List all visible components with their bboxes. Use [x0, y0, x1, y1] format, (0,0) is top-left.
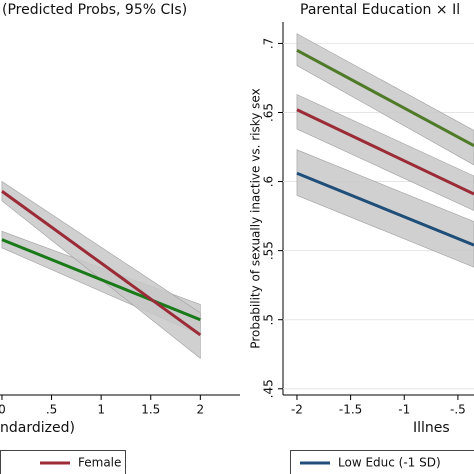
series-line [1, 190, 202, 337]
chart-title: Parental Education × Il [300, 2, 460, 18]
x-tick-label: .5 [46, 403, 57, 417]
plot-area [1, 181, 202, 360]
series-line [296, 108, 474, 196]
series-line [1, 238, 201, 322]
legend-label: Low Educ (-1 SD) [338, 456, 441, 470]
x-axis-label: ndardized) [0, 420, 75, 436]
series-line [296, 171, 474, 247]
ci-band [1, 181, 201, 360]
y-tick-label: .65 [262, 103, 276, 122]
y-tick-label: .55 [262, 241, 276, 260]
y-axis-label: Probability of sexually inactive vs. ris… [249, 88, 263, 348]
y-tick-label: .45 [262, 379, 276, 398]
x-tick-label: -1.5 [339, 403, 362, 417]
y-tick-label: .6 [262, 176, 276, 187]
x-tick-label: 2 [197, 403, 205, 417]
x-tick-label: -.5 [450, 403, 466, 417]
y-tick-label: .7 [262, 38, 276, 49]
x-axis-label: Illnes [413, 420, 450, 436]
y-tick-label: .5 [262, 314, 276, 325]
plot-area [296, 33, 474, 268]
series-line [296, 48, 474, 147]
x-tick-label: -1 [398, 403, 410, 417]
x-tick-label: 1.5 [141, 403, 160, 417]
x-tick-label: -2 [291, 403, 303, 417]
chart-title: (Predicted Probs, 95% CIs) [2, 2, 187, 18]
legend-box [290, 450, 474, 474]
x-tick-label: 0 [0, 403, 6, 417]
x-tick-label: 1 [97, 403, 105, 417]
legend-label: Female [78, 456, 121, 470]
